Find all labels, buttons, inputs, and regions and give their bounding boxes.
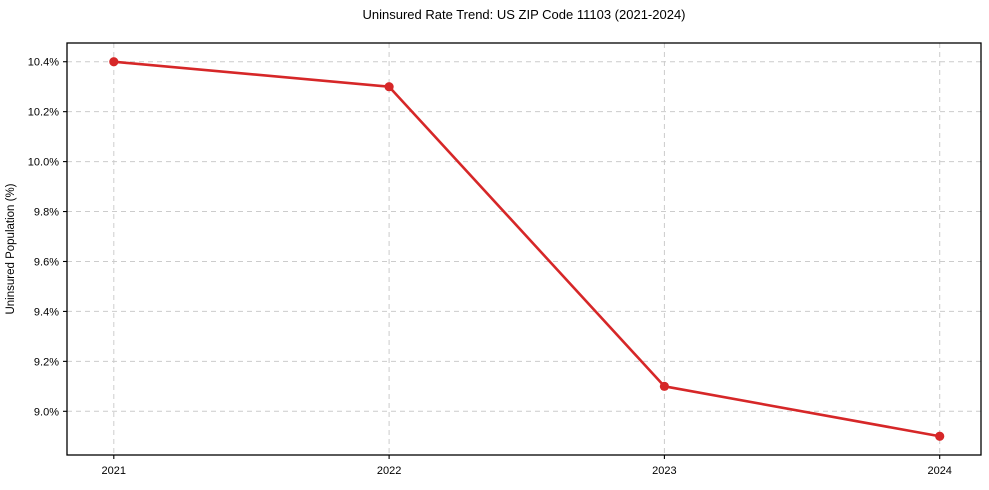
y-tick-label: 9.4% <box>34 306 59 318</box>
y-tick-label: 9.8% <box>34 207 59 219</box>
y-tick-label: 9.0% <box>34 406 59 418</box>
data-point-marker <box>109 57 119 67</box>
x-tick-label: 2024 <box>927 465 951 477</box>
data-point-marker <box>659 381 670 391</box>
plot-border <box>66 42 982 456</box>
x-tick-label: 2022 <box>377 465 401 477</box>
y-tick-label: 10.4% <box>28 57 59 69</box>
x-tick-label: 2023 <box>652 465 676 477</box>
chart-title: Uninsured Rate Trend: US ZIP Code 11103 … <box>362 7 686 22</box>
trend-line <box>112 60 942 438</box>
x-tick-label: 2021 <box>102 465 126 477</box>
data-point-marker <box>384 82 394 92</box>
y-tick-label: 9.6% <box>34 256 59 268</box>
y-tick-label: 10.0% <box>28 157 59 169</box>
data-point-marker <box>935 431 945 441</box>
y-tick-label: 9.2% <box>34 356 59 368</box>
y-tick-label: 10.2% <box>28 107 59 119</box>
